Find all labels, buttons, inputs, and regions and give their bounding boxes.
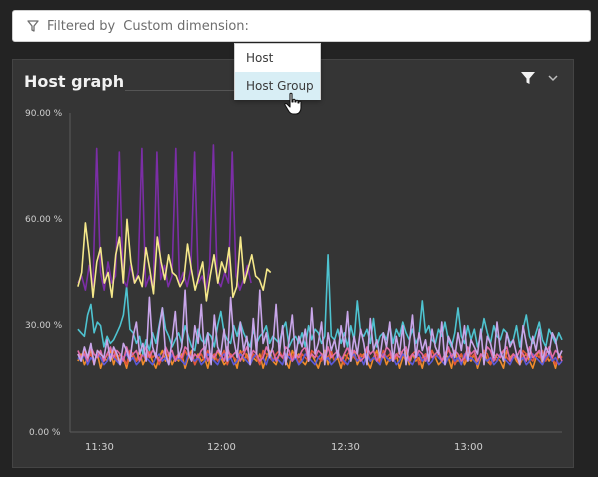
tile-title: Host graph bbox=[24, 72, 125, 91]
custom-dimension-input[interactable]: Custom dimension: bbox=[123, 18, 249, 34]
title-divider bbox=[125, 90, 243, 91]
host-graph-tile: Host graph bbox=[12, 59, 574, 468]
chevron-down-icon[interactable] bbox=[546, 70, 560, 84]
filter-label: Filtered by bbox=[47, 18, 116, 34]
series-line bbox=[77, 144, 252, 292]
series-line bbox=[77, 218, 272, 302]
y-tick-label: 90.00 % bbox=[25, 109, 63, 119]
hand-cursor-icon bbox=[284, 92, 302, 115]
dropdown-item-host[interactable]: Host bbox=[246, 51, 274, 65]
series-line bbox=[77, 346, 563, 362]
dimension-dropdown: Host Host Group bbox=[234, 43, 321, 100]
filter-icon bbox=[27, 19, 41, 33]
y-tick-label: 0.00 % bbox=[29, 428, 61, 438]
series-line bbox=[77, 289, 563, 366]
x-tick-label: 12:30 bbox=[331, 442, 360, 453]
filter-bar[interactable]: Filtered by Custom dimension: bbox=[12, 10, 591, 42]
x-tick-label: 11:30 bbox=[85, 442, 114, 453]
x-tick-label: 13:00 bbox=[454, 442, 483, 453]
y-tick-label: 60.00 % bbox=[25, 215, 63, 225]
y-tick-label: 30.00 % bbox=[25, 321, 63, 331]
x-tick-label: 12:00 bbox=[207, 442, 236, 453]
dropdown-item-host-group[interactable]: Host Group bbox=[235, 72, 320, 100]
tile-filter-icon[interactable] bbox=[520, 70, 536, 86]
series-line bbox=[77, 349, 563, 366]
